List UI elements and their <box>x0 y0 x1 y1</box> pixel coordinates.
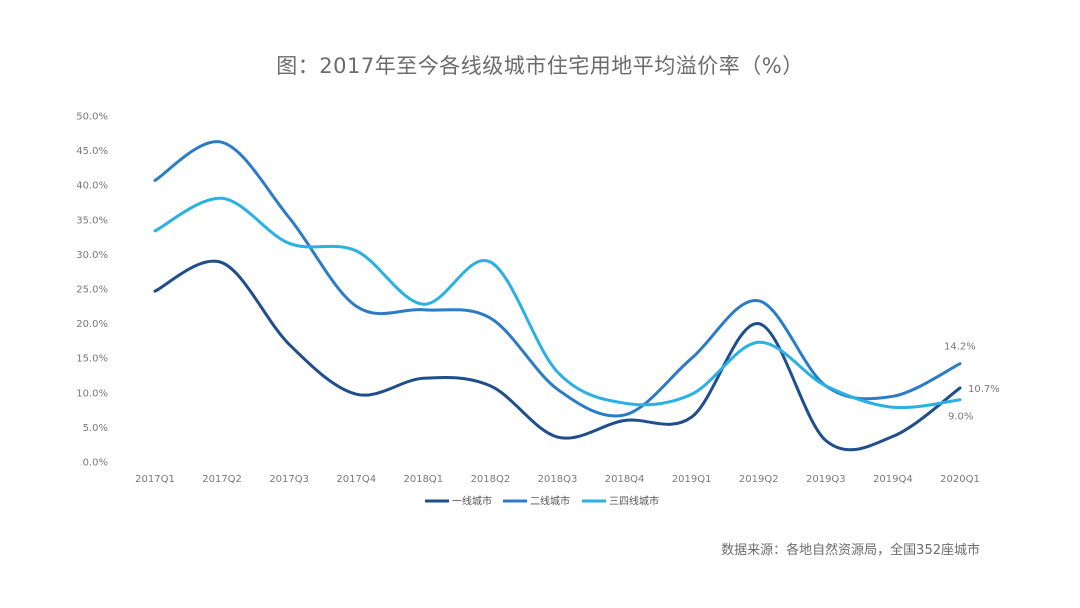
x-tick-label: 2018Q3 <box>538 474 578 485</box>
x-tick-label: 2019Q2 <box>739 474 779 485</box>
x-tick-label: 2018Q1 <box>403 474 443 485</box>
x-tick-label: 2018Q2 <box>471 474 511 485</box>
y-tick-label: 0.0% <box>83 458 108 469</box>
legend-label: 一线城市 <box>452 495 492 508</box>
x-tick-label: 2019Q1 <box>672 474 712 485</box>
x-tick-label: 2017Q1 <box>135 474 175 485</box>
y-axis: 0.0% 5.0% 10.0% 15.0% 20.0% 25.0% 30.0% 35.0% 40… <box>76 112 108 469</box>
end-value-label: 9.0% <box>948 412 973 423</box>
x-tick-label: 2017Q4 <box>336 474 376 485</box>
y-tick-label: 5.0% <box>83 423 108 434</box>
legend-label: 二线城市 <box>530 495 570 508</box>
x-tick-label: 2017Q2 <box>202 474 242 485</box>
end-value-label: 14.2% <box>944 342 976 353</box>
series-line-1 <box>153 259 962 452</box>
legend-label: 三四线城市 <box>609 495 659 508</box>
x-tick-label: 2018Q4 <box>605 474 645 485</box>
x-tick-label: 2019Q3 <box>806 474 846 485</box>
end-value-label: 10.7% <box>968 384 1000 395</box>
y-tick-label: 20.0% <box>76 319 108 330</box>
series-line-3 <box>153 196 962 410</box>
y-tick-label: 25.0% <box>76 285 108 296</box>
chart-title: 图：2017年至今各线级城市住宅用地平均溢价率（%） <box>276 54 804 78</box>
y-tick-label: 30.0% <box>76 250 108 261</box>
x-tick-label: 2020Q1 <box>940 474 980 485</box>
series-lines <box>153 140 962 452</box>
series-line-2 <box>153 140 962 418</box>
y-tick-label: 40.0% <box>76 181 108 192</box>
x-tick-label: 2017Q3 <box>269 474 309 485</box>
y-tick-label: 45.0% <box>76 146 108 157</box>
x-axis: 2017Q1 2017Q2 2017Q3 2017Q4 2018Q1 2018Q2 2018… <box>135 474 980 485</box>
x-tick-label: 2019Q4 <box>873 474 913 485</box>
y-tick-label: 35.0% <box>76 215 108 226</box>
y-tick-label: 50.0% <box>76 112 108 123</box>
end-labels: 10.7% 14.2% 9.0% <box>944 342 1000 423</box>
legend: 一线城市 二线城市 三四线城市 <box>425 495 659 508</box>
y-tick-label: 10.0% <box>76 388 108 399</box>
y-tick-label: 15.0% <box>76 354 108 365</box>
data-source-note: 数据来源：各地自然资源局，全国352座城市 <box>721 543 980 558</box>
